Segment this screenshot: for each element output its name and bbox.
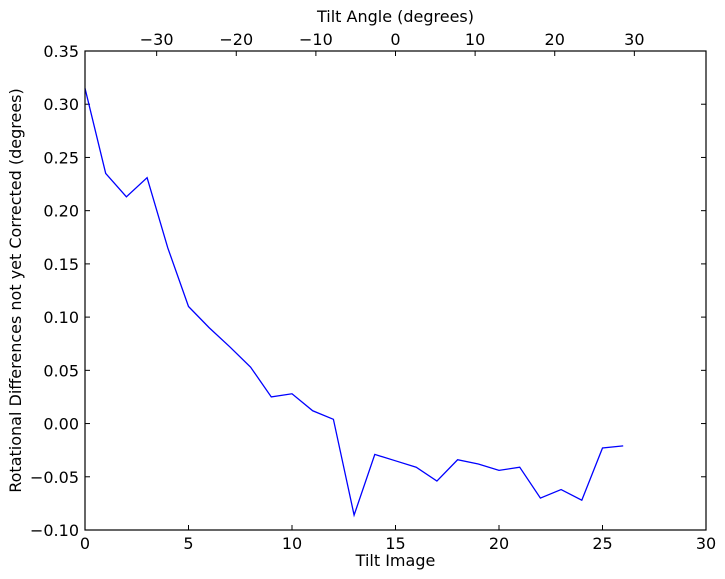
x-tick-label: 0 <box>80 534 90 553</box>
y-axis-label: Rotational Differences not yet Corrected… <box>6 88 25 493</box>
x-tick-label: 5 <box>183 534 193 553</box>
ticks-layer <box>84 50 707 531</box>
y-tick-label: 0.35 <box>43 42 79 61</box>
y-tick-label: 0.00 <box>43 415 79 434</box>
top-x-tick-label: 20 <box>545 30 565 49</box>
top-x-tick-label: 10 <box>465 30 485 49</box>
x-tick-label: 10 <box>282 534 302 553</box>
top-x-axis-label: Tilt Angle (degrees) <box>316 7 474 26</box>
y-tick-label: −0.05 <box>30 468 79 487</box>
x-axis-label: Tilt Image <box>355 551 436 570</box>
y-tick-label: 0.10 <box>43 308 79 327</box>
top-x-tick-label: 0 <box>390 30 400 49</box>
y-tick-label: 0.20 <box>43 202 79 221</box>
top-x-tick-label: −30 <box>140 30 174 49</box>
y-tick-label: −0.10 <box>30 521 79 540</box>
y-tick-label: 0.30 <box>43 95 79 114</box>
x-tick-label: 25 <box>592 534 612 553</box>
plot-area <box>85 51 706 530</box>
y-tick-label: 0.25 <box>43 148 79 167</box>
series-line <box>84 88 624 518</box>
y-tick-label: 0.15 <box>43 255 79 274</box>
x-tick-label: 30 <box>696 534 716 553</box>
x-tick-label: 20 <box>489 534 509 553</box>
plot-frame <box>84 50 707 531</box>
y-tick-label: 0.05 <box>43 361 79 380</box>
tick-labels: 0 5 10 15 20 25 30 −30 −20 −10 0 10 20 30 −0.10 −0.05 0.… <box>30 30 716 553</box>
x-tick-label: 15 <box>385 534 405 553</box>
top-x-tick-label: −10 <box>299 30 333 49</box>
top-x-tick-label: −20 <box>219 30 253 49</box>
top-x-tick-label: 30 <box>624 30 644 49</box>
